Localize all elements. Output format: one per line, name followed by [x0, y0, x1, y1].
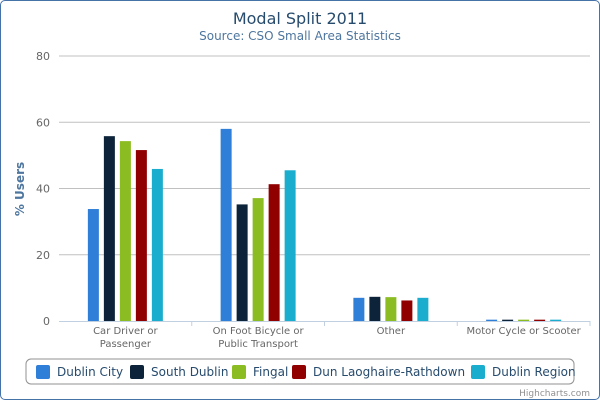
- y-tick-label: 80: [36, 50, 50, 63]
- bar[interactable]: [353, 297, 365, 321]
- legend-item-label[interactable]: Dun Laoghaire-Rathdown: [313, 365, 465, 379]
- bar[interactable]: [103, 136, 115, 321]
- legend-items: Dublin City South Dublin Fingal Dun Laoghai…: [36, 365, 576, 379]
- legend-item-label[interactable]: Dublin City: [57, 365, 123, 379]
- bar[interactable]: [401, 300, 413, 321]
- y-tick-label: 40: [36, 183, 50, 196]
- bar[interactable]: [550, 319, 562, 321]
- legend-item-label[interactable]: South Dublin: [151, 365, 228, 379]
- bar[interactable]: [151, 168, 163, 321]
- bar[interactable]: [268, 184, 280, 321]
- y-tick-label: 0: [43, 315, 50, 328]
- bar[interactable]: [534, 319, 546, 321]
- bar[interactable]: [369, 296, 381, 321]
- y-tick-label: 20: [36, 249, 50, 262]
- bar[interactable]: [284, 170, 296, 321]
- x-tick-label: Car Driver or: [93, 326, 158, 337]
- legend-swatch[interactable]: [36, 365, 50, 379]
- x-tick-label: Public Transport: [218, 339, 298, 350]
- y-axis-label: % Users: [13, 162, 27, 216]
- legend-item-label[interactable]: Dublin Region: [492, 365, 576, 379]
- legend-item-label[interactable]: Fingal: [253, 365, 288, 379]
- x-axis-ticks: Car Driver or Passenger On Foot Bicycle or…: [93, 321, 591, 350]
- bar[interactable]: [236, 204, 248, 321]
- x-tick-label: Motor Cycle or Scooter: [466, 326, 581, 337]
- bar[interactable]: [518, 319, 530, 321]
- bar[interactable]: [502, 319, 514, 321]
- legend-swatch[interactable]: [130, 365, 144, 379]
- bar[interactable]: [252, 198, 264, 321]
- bar[interactable]: [119, 141, 131, 321]
- chart-title: Modal Split 2011: [233, 9, 367, 28]
- gridlines: [59, 55, 590, 256]
- x-tick-label: On Foot Bicycle or: [213, 326, 305, 337]
- bar[interactable]: [417, 297, 429, 321]
- x-tick-label: Other: [377, 326, 406, 337]
- bar[interactable]: [486, 319, 498, 321]
- bars: [87, 128, 562, 321]
- x-tick-label: Passenger: [100, 339, 152, 350]
- legend-swatch[interactable]: [232, 365, 246, 379]
- bar[interactable]: [87, 209, 99, 321]
- bar[interactable]: [135, 150, 147, 321]
- bar[interactable]: [385, 297, 397, 321]
- chart-subtitle: Source: CSO Small Area Statistics: [199, 29, 401, 43]
- legend-swatch[interactable]: [471, 365, 485, 379]
- bar[interactable]: [220, 128, 232, 321]
- y-tick-label: 60: [36, 116, 50, 129]
- credits-link[interactable]: Highcharts.com: [519, 389, 590, 399]
- y-axis-ticks: 0 20 40 60 80: [36, 50, 50, 328]
- legend-swatch[interactable]: [292, 365, 306, 379]
